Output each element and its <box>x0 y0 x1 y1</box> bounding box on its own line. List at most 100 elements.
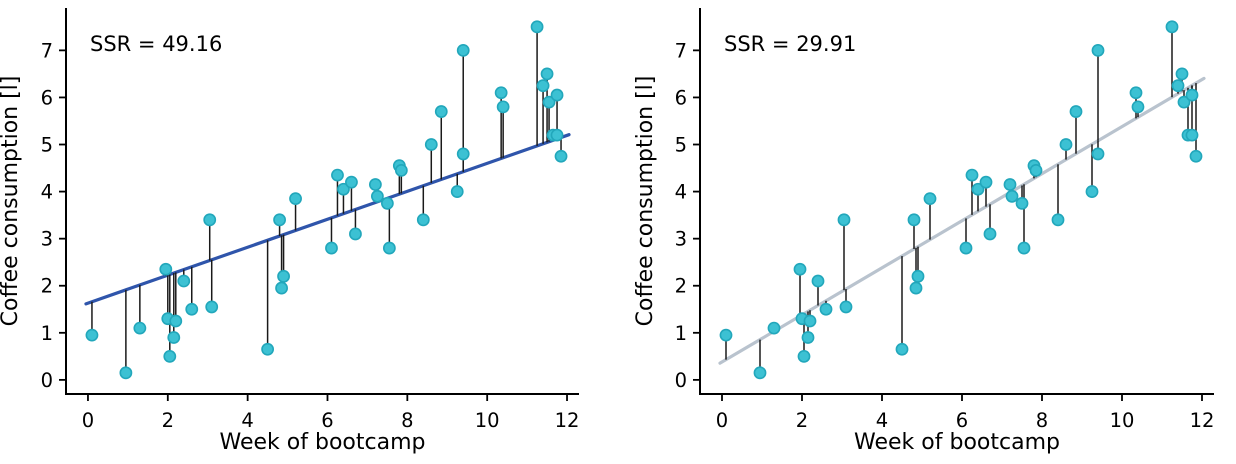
y-tick-label: 3 <box>675 228 687 251</box>
x-tick-label: 4 <box>241 409 253 432</box>
x-tick-label: 10 <box>1110 409 1135 432</box>
data-point <box>289 192 302 206</box>
data-point <box>167 331 181 344</box>
data-point <box>1185 88 1199 102</box>
y-tick-label: 3 <box>41 228 53 251</box>
x-axis-label: Week of bootcamp <box>220 430 426 455</box>
data-point <box>337 182 350 196</box>
axes-spines <box>699 8 1214 395</box>
data-point <box>1175 67 1189 81</box>
x-tick-label: 10 <box>475 409 500 432</box>
data-point <box>1003 178 1017 191</box>
y-tick-label: 2 <box>41 275 53 298</box>
x-tick-label: 8 <box>401 409 413 432</box>
data-point <box>767 321 781 335</box>
data-point <box>382 241 396 255</box>
x-tick-label: 0 <box>716 409 728 432</box>
data-point <box>1131 100 1145 114</box>
data-point <box>424 138 438 151</box>
data-point <box>837 213 851 227</box>
data-point <box>801 331 815 344</box>
data-point <box>965 168 979 182</box>
data-point <box>895 342 909 356</box>
y-tick-label: 0 <box>41 369 53 392</box>
data-point <box>540 67 554 81</box>
data-point <box>456 147 470 161</box>
ssr-annotation: SSR = 29.91 <box>724 32 856 56</box>
data-point <box>983 227 997 241</box>
data-point <box>394 164 408 177</box>
data-point <box>203 213 217 227</box>
y-tick-label: 5 <box>41 134 53 157</box>
y-axis-label: Coffee consumption [l] <box>633 76 658 327</box>
data-point <box>797 349 811 363</box>
x-tick-label: 0 <box>82 409 94 432</box>
data-point <box>753 366 767 380</box>
data-point <box>1051 213 1065 227</box>
x-tick-label: 2 <box>162 409 174 432</box>
data-point <box>163 349 177 363</box>
data-point <box>450 185 464 198</box>
x-tick-label: 6 <box>321 409 333 432</box>
data-point <box>159 262 173 276</box>
data-point <box>923 192 937 206</box>
regression-line <box>84 133 571 306</box>
data-point <box>971 182 985 196</box>
data-point <box>177 274 191 288</box>
data-point <box>345 175 358 189</box>
data-point <box>1091 147 1105 161</box>
data-point <box>456 43 470 57</box>
data-point <box>907 213 921 227</box>
data-point <box>169 314 183 328</box>
data-point <box>416 213 430 227</box>
data-point <box>979 175 993 189</box>
data-point <box>261 342 275 356</box>
data-point <box>1129 86 1143 100</box>
data-point <box>325 241 338 255</box>
data-point <box>494 86 508 100</box>
data-point <box>811 274 825 288</box>
data-point <box>719 328 733 342</box>
y-tick-label: 4 <box>41 181 53 204</box>
y-tick-label: 5 <box>675 134 687 157</box>
data-point <box>496 100 510 114</box>
data-point <box>1017 241 1031 255</box>
x-tick-label: 4 <box>876 409 888 432</box>
data-point <box>1177 95 1191 109</box>
y-tick-label: 7 <box>41 39 53 62</box>
data-point <box>550 128 564 142</box>
y-tick-label: 6 <box>41 86 53 109</box>
data-point <box>1091 43 1105 57</box>
regression-line <box>718 76 1206 365</box>
data-point <box>536 79 550 93</box>
data-point <box>119 366 133 380</box>
y-tick-label: 0 <box>675 369 687 392</box>
data-point <box>85 328 99 342</box>
data-point <box>368 178 382 191</box>
data-point <box>1015 196 1029 210</box>
data-point <box>380 196 394 210</box>
data-point <box>550 88 564 102</box>
x-tick-label: 8 <box>1036 409 1048 432</box>
data-point <box>133 321 147 335</box>
data-point <box>1085 185 1099 198</box>
data-point <box>1171 79 1185 93</box>
data-point <box>839 300 853 314</box>
data-point <box>331 168 344 182</box>
data-point <box>1059 138 1073 151</box>
ssr-annotation: SSR = 49.16 <box>90 32 222 56</box>
data-point <box>275 281 288 295</box>
y-tick-label: 7 <box>675 39 687 62</box>
data-point <box>185 302 199 316</box>
y-tick-label: 6 <box>675 86 687 109</box>
data-point <box>205 300 219 314</box>
data-point <box>1165 20 1179 34</box>
data-point <box>911 269 925 283</box>
x-tick-label: 2 <box>796 409 808 432</box>
data-point <box>273 213 286 227</box>
y-tick-label: 2 <box>675 275 687 298</box>
data-point <box>1185 128 1199 142</box>
axes-spines <box>65 8 579 395</box>
